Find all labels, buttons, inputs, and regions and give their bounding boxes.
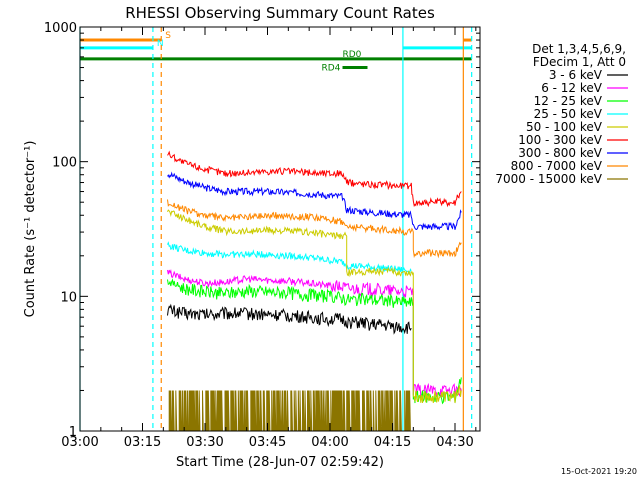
flag-bar-label: RD4 <box>321 64 340 74</box>
y-tick-label: 100 <box>52 156 77 171</box>
series-lines <box>167 150 462 432</box>
legend-label: 50 - 100 keV <box>526 120 603 134</box>
y-tick-label: 1000 <box>44 21 77 36</box>
x-tick-label: 03:15 <box>124 435 161 450</box>
x-tick-label: 03:00 <box>61 435 98 450</box>
series-line <box>167 199 462 259</box>
series-line <box>167 209 462 403</box>
x-axis-label: Start Time (28-Jun-07 02:59:42) <box>176 455 384 470</box>
x-tick-label: 03:30 <box>186 435 223 450</box>
series-line <box>167 278 462 405</box>
legend-header: FDecim 1, Att 0 <box>533 55 626 69</box>
y-tick-label: 10 <box>60 290 77 305</box>
legend: Det 1,3,4,5,6,9,FDecim 1, Att 03 - 6 keV… <box>495 42 628 186</box>
legend-header: Det 1,3,4,5,6,9, <box>532 42 626 56</box>
chart-title: RHESSI Observing Summary Count Rates <box>125 4 435 22</box>
x-tick-label: 04:00 <box>311 435 348 450</box>
legend-label: 3 - 6 keV <box>549 68 603 82</box>
legend-label: 7000 - 15000 keV <box>495 172 602 186</box>
x-axis: 03:00 03:15 03:30 03:45 04:00 04:15 04:30 <box>61 27 477 450</box>
legend-label: 300 - 800 keV <box>518 146 602 160</box>
series-line <box>167 171 462 231</box>
series-line <box>167 150 462 208</box>
legend-label: 12 - 25 keV <box>534 94 603 108</box>
x-tick-label: 04:15 <box>374 435 411 450</box>
series-line <box>167 390 412 432</box>
series-line <box>167 303 412 335</box>
plot-frame <box>79 26 481 432</box>
legend-label: 100 - 300 keV <box>518 133 602 147</box>
y-axis: 1 10 100 1000 <box>44 21 480 440</box>
legend-label: 6 - 12 keV <box>541 81 603 95</box>
y-tick-label: 1 <box>69 425 77 440</box>
x-tick-label: 03:45 <box>249 435 286 450</box>
flag-bar-label: RD0 <box>343 50 362 60</box>
flag-bar-label: S <box>165 31 171 41</box>
y-axis-label: Count Rate (s⁻¹ detector⁻¹) <box>23 141 38 318</box>
legend-label: 25 - 50 keV <box>534 107 603 121</box>
flag-bar-label: N <box>157 39 164 49</box>
x-tick-label: 04:30 <box>436 435 473 450</box>
legend-label: 800 - 7000 keV <box>511 159 603 173</box>
footer-timestamp: 15-Oct-2021 19:20 <box>561 467 637 476</box>
